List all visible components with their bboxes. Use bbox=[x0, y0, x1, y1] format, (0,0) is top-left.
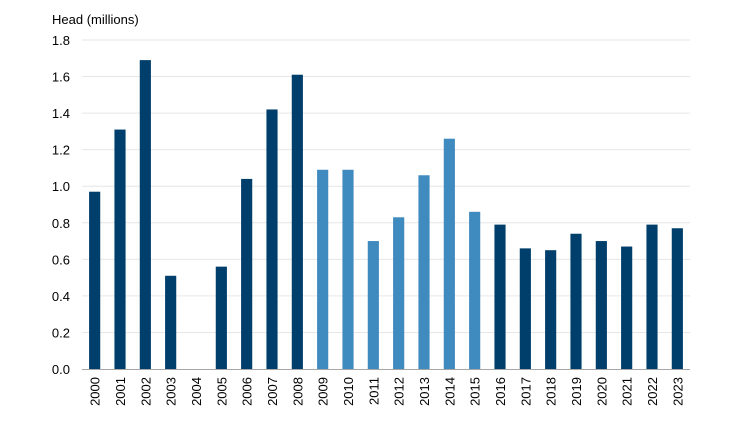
y-tick-label: 0.8 bbox=[52, 216, 70, 231]
bar-2003 bbox=[165, 275, 177, 369]
bar-2018 bbox=[545, 250, 557, 369]
bar-2020 bbox=[595, 241, 607, 369]
bar-2021 bbox=[621, 246, 633, 369]
x-tick-label: 2000 bbox=[88, 377, 103, 406]
bar-2007 bbox=[266, 109, 278, 370]
bar-2008 bbox=[291, 74, 303, 369]
bar-2002 bbox=[139, 60, 151, 370]
bar-2001 bbox=[114, 129, 126, 369]
x-tick-label: 2012 bbox=[392, 377, 407, 406]
bar-2023 bbox=[671, 228, 683, 369]
x-tick-label: 2006 bbox=[240, 377, 255, 406]
bar-2016 bbox=[494, 224, 506, 369]
x-tick-label: 2003 bbox=[164, 377, 179, 406]
bar-2015 bbox=[469, 211, 481, 369]
bar-2017 bbox=[519, 248, 531, 369]
bar-2019 bbox=[570, 233, 582, 369]
bar-2013 bbox=[418, 175, 430, 369]
y-tick-label: 1.0 bbox=[52, 179, 70, 194]
x-tick-label: 2018 bbox=[544, 377, 559, 406]
y-tick-label: 0.4 bbox=[52, 289, 70, 304]
bar-2011 bbox=[367, 241, 379, 369]
x-tick-label: 2017 bbox=[518, 377, 533, 406]
x-tick-label: 2007 bbox=[265, 377, 280, 406]
x-tick-label: 2023 bbox=[670, 377, 685, 406]
x-tick-label: 2015 bbox=[468, 377, 483, 406]
x-tick-label: 2009 bbox=[316, 377, 331, 406]
bars bbox=[89, 60, 683, 370]
bar-2010 bbox=[342, 169, 354, 369]
y-tick-label: 0.0 bbox=[52, 362, 70, 377]
y-tick-label: 1.2 bbox=[52, 143, 70, 158]
bar-2012 bbox=[393, 217, 405, 369]
bar-2022 bbox=[646, 224, 658, 369]
bar-2005 bbox=[215, 266, 227, 369]
x-tick-label: 2008 bbox=[290, 377, 305, 406]
y-tick-label: 1.6 bbox=[52, 70, 70, 85]
x-tick-label: 2022 bbox=[645, 377, 660, 406]
y-axis-ticks: 0.0 0.2 0.4 0.6 0.8 1.0 1.2 1.4 1.6 1.8 bbox=[52, 33, 70, 377]
bar-2014 bbox=[443, 138, 455, 369]
x-tick-label: 2002 bbox=[138, 377, 153, 406]
gridlines bbox=[82, 39, 690, 333]
x-tick-label: 2020 bbox=[594, 377, 609, 406]
y-tick-label: 0.6 bbox=[52, 252, 70, 267]
bar-2009 bbox=[317, 169, 329, 369]
x-tick-label: 2013 bbox=[417, 377, 432, 406]
y-tick-label: 1.4 bbox=[52, 106, 70, 121]
x-tick-label: 2001 bbox=[113, 377, 128, 406]
y-tick-label: 1.8 bbox=[52, 33, 70, 48]
x-tick-label: 2019 bbox=[569, 377, 584, 406]
x-tick-label: 2005 bbox=[214, 377, 229, 406]
x-tick-label: 2010 bbox=[341, 377, 356, 406]
x-tick-label: 2014 bbox=[442, 377, 457, 406]
y-tick-label: 0.2 bbox=[52, 325, 70, 340]
x-tick-label: 2011 bbox=[366, 377, 381, 405]
bar-2000 bbox=[89, 191, 101, 369]
x-axis-ticks: 2000 2001 2002 2003 2004 2005 2006 2007 2008 2009… bbox=[88, 377, 686, 406]
x-tick-label: 2016 bbox=[493, 377, 508, 406]
y-axis-label: Head (millions) bbox=[52, 12, 139, 27]
bar-2006 bbox=[241, 178, 253, 369]
x-tick-label: 2021 bbox=[620, 377, 635, 406]
x-tick-label: 2004 bbox=[189, 377, 204, 406]
